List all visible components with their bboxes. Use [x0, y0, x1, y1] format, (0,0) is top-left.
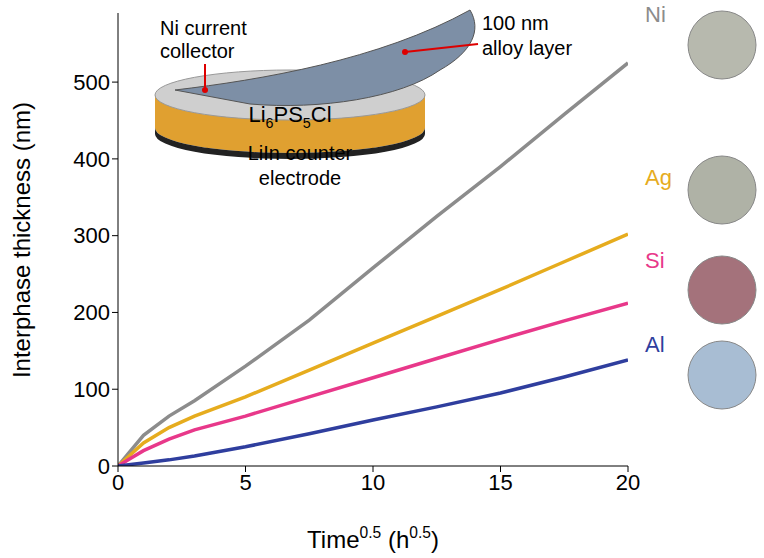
svg-text:Ni current: Ni current [160, 17, 247, 39]
svg-text:500: 500 [73, 70, 110, 95]
svg-text:100: 100 [73, 377, 110, 402]
svg-text:Ag: Ag [645, 165, 672, 190]
svg-text:Time0.5 (h0.5): Time0.5 (h0.5) [307, 524, 439, 553]
svg-text:Li6PS5Cl: Li6PS5Cl [248, 102, 331, 131]
svg-text:Al: Al [645, 332, 665, 357]
svg-text:5: 5 [239, 470, 251, 495]
svg-text:collector: collector [160, 40, 235, 62]
svg-text:15: 15 [488, 470, 512, 495]
svg-text:200: 200 [73, 300, 110, 325]
svg-text:Interphase thickness (nm): Interphase thickness (nm) [8, 102, 35, 378]
svg-text:0: 0 [112, 470, 124, 495]
svg-text:LiIn counter: LiIn counter [248, 142, 353, 164]
svg-text:electrode: electrode [259, 167, 341, 189]
svg-text:300: 300 [73, 223, 110, 248]
svg-text:0: 0 [98, 454, 110, 479]
svg-text:Ni: Ni [645, 2, 666, 27]
svg-text:400: 400 [73, 147, 110, 172]
svg-text:Si: Si [645, 248, 665, 273]
svg-text:alloy layer: alloy layer [482, 37, 572, 59]
svg-text:10: 10 [361, 470, 385, 495]
svg-text:100 nm: 100 nm [482, 12, 549, 34]
svg-text:20: 20 [616, 470, 640, 495]
